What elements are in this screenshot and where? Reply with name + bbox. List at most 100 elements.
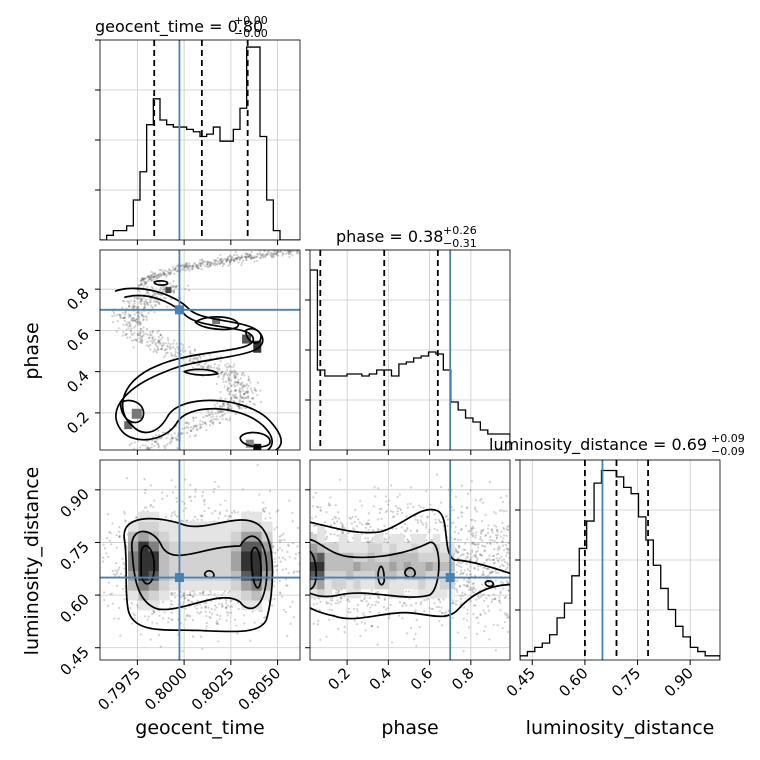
density-cell-phase-vs-luminosity-distance [382, 561, 390, 572]
sample-point-geocent-time-vs-phase [222, 263, 226, 266]
sample-point-geocent-time-vs-phase [187, 289, 191, 292]
sample-point-phase-vs-luminosity-distance [462, 650, 465, 653]
sample-point-geocent-time-vs-phase [181, 263, 184, 266]
sample-point-geocent-time-vs-phase [174, 353, 177, 356]
sample-point-geocent-time-vs-phase [151, 331, 154, 334]
sample-point-geocent-time-vs-phase [228, 259, 231, 262]
sample-point-geocent-time-vs-luminosity-distance [292, 571, 295, 574]
sample-point-geocent-time-vs-phase [208, 414, 211, 417]
sample-point-phase-vs-luminosity-distance [469, 553, 472, 556]
sample-point-phase-vs-luminosity-distance [501, 500, 505, 503]
density-cell-phase-vs-luminosity-distance [396, 534, 405, 544]
sample-point-geocent-time-vs-luminosity-distance [219, 614, 222, 618]
sample-point-geocent-time-vs-phase [214, 263, 217, 267]
sample-point-geocent-time-vs-phase [140, 283, 143, 286]
sample-point-phase-vs-luminosity-distance [470, 542, 474, 545]
sample-point-geocent-time-vs-luminosity-distance [273, 585, 276, 588]
sample-point-geocent-time-vs-phase [199, 426, 202, 429]
sample-point-geocent-time-vs-phase [193, 357, 196, 360]
sample-point-phase-vs-luminosity-distance [329, 598, 332, 602]
sample-point-phase-vs-luminosity-distance [479, 536, 482, 539]
density-cell-phase-vs-luminosity-distance [310, 534, 318, 544]
sample-point-geocent-time-vs-phase [229, 390, 232, 394]
sample-point-geocent-time-vs-phase [221, 418, 224, 421]
sample-point-geocent-time-vs-luminosity-distance [174, 513, 177, 516]
sample-point-geocent-time-vs-phase [252, 256, 255, 260]
sample-point-phase-vs-luminosity-distance [506, 525, 509, 528]
sample-point-geocent-time-vs-phase [237, 378, 240, 382]
sample-point-phase-vs-luminosity-distance [489, 570, 492, 573]
sample-point-geocent-time-vs-phase [237, 381, 240, 384]
sample-point-geocent-time-vs-phase [153, 348, 156, 351]
density-cell-geocent-time-vs-luminosity-distance [128, 590, 139, 601]
sample-point-phase-vs-luminosity-distance [480, 529, 483, 532]
density-cell-geocent-time-vs-luminosity-distance [241, 600, 252, 611]
sample-point-phase-vs-luminosity-distance [498, 546, 501, 550]
sample-point-phase-vs-luminosity-distance [477, 595, 480, 598]
sample-point-geocent-time-vs-phase [116, 313, 119, 316]
sample-point-geocent-time-vs-phase [142, 318, 145, 321]
density-cell-geocent-time-vs-luminosity-distance [169, 550, 180, 562]
sample-point-phase-vs-luminosity-distance [467, 581, 470, 584]
sample-point-geocent-time-vs-phase [169, 441, 172, 444]
sample-point-geocent-time-vs-phase [159, 272, 162, 275]
sample-point-geocent-time-vs-phase [146, 447, 150, 450]
sample-point-geocent-time-vs-phase [163, 272, 166, 275]
sample-point-geocent-time-vs-phase [220, 405, 223, 409]
sample-point-phase-vs-luminosity-distance [471, 590, 474, 594]
sample-point-geocent-time-vs-phase [260, 254, 263, 258]
sample-point-geocent-time-vs-phase [209, 263, 212, 266]
sample-point-phase-vs-luminosity-distance [329, 496, 332, 499]
sample-point-geocent-time-vs-phase [249, 253, 252, 256]
density-cell-geocent-time-vs-phase [212, 318, 221, 325]
sample-point-geocent-time-vs-luminosity-distance [117, 568, 120, 571]
sample-point-phase-vs-luminosity-distance [420, 521, 423, 524]
sample-point-geocent-time-vs-phase [152, 435, 155, 439]
sample-point-geocent-time-vs-phase [196, 264, 199, 268]
sample-point-geocent-time-vs-phase [248, 255, 251, 258]
sample-point-geocent-time-vs-luminosity-distance [173, 510, 176, 513]
sample-point-geocent-time-vs-phase [186, 431, 189, 435]
sample-point-phase-vs-luminosity-distance [487, 567, 490, 571]
sample-point-phase-vs-luminosity-distance [409, 626, 413, 630]
sample-point-geocent-time-vs-phase [259, 251, 262, 255]
sample-point-geocent-time-vs-phase [250, 254, 253, 258]
sample-point-geocent-time-vs-phase [149, 331, 152, 334]
sample-point-phase-vs-luminosity-distance [431, 607, 435, 611]
sample-point-phase-vs-luminosity-distance [343, 527, 346, 530]
sample-point-geocent-time-vs-phase [187, 426, 190, 429]
sample-point-geocent-time-vs-phase [190, 429, 193, 432]
sample-point-geocent-time-vs-phase [266, 253, 269, 256]
sample-point-phase-vs-luminosity-distance [431, 510, 434, 513]
sample-point-phase-vs-luminosity-distance [485, 542, 489, 545]
sample-point-geocent-time-vs-luminosity-distance [118, 525, 121, 528]
sample-point-geocent-time-vs-luminosity-distance [105, 536, 109, 540]
sample-point-geocent-time-vs-luminosity-distance [140, 633, 143, 636]
sample-point-geocent-time-vs-phase [229, 396, 232, 400]
density-cell-geocent-time-vs-luminosity-distance [189, 550, 201, 562]
sample-point-geocent-time-vs-phase [244, 252, 247, 255]
density-cell-phase-vs-luminosity-distance [338, 534, 347, 544]
sample-point-geocent-time-vs-phase [247, 395, 250, 398]
sample-point-phase-vs-luminosity-distance [466, 608, 469, 611]
sample-point-geocent-time-vs-phase [159, 334, 162, 337]
sample-point-phase-vs-luminosity-distance [503, 612, 507, 615]
sample-point-geocent-time-vs-luminosity-distance [173, 596, 177, 599]
sample-point-geocent-time-vs-phase [164, 273, 167, 276]
sample-point-geocent-time-vs-phase [166, 344, 169, 347]
sample-point-geocent-time-vs-phase [248, 255, 251, 258]
sample-point-phase-vs-luminosity-distance [367, 512, 371, 515]
sample-point-geocent-time-vs-phase [232, 365, 235, 368]
sample-point-phase-vs-luminosity-distance [407, 590, 411, 593]
sample-point-geocent-time-vs-luminosity-distance [199, 514, 202, 517]
sample-point-phase-vs-luminosity-distance [506, 551, 509, 554]
sample-point-phase-vs-luminosity-distance [319, 600, 322, 604]
sample-point-geocent-time-vs-phase [219, 262, 222, 266]
sample-point-geocent-time-vs-phase [140, 341, 144, 345]
sample-point-geocent-time-vs-phase [242, 384, 245, 387]
sample-point-geocent-time-vs-phase [137, 314, 140, 317]
sample-point-geocent-time-vs-phase [202, 416, 205, 419]
sample-point-geocent-time-vs-phase [219, 404, 222, 408]
sample-point-geocent-time-vs-phase [142, 277, 145, 281]
sample-point-geocent-time-vs-phase [175, 355, 178, 358]
